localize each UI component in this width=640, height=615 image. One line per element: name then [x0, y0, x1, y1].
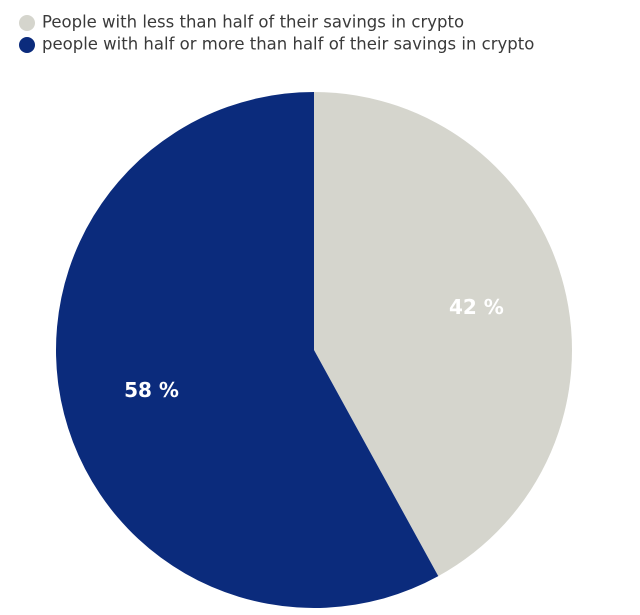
pie-slice	[314, 92, 572, 577]
legend-swatch	[19, 37, 35, 53]
pie-slice	[55, 92, 439, 608]
legend-label: People with less than half of their savi…	[42, 13, 464, 32]
legend-swatch	[19, 15, 35, 31]
value-label: 58 %	[124, 378, 179, 402]
legend-label: people with half or more than half of th…	[42, 35, 534, 54]
value-label: 42 %	[449, 295, 504, 319]
